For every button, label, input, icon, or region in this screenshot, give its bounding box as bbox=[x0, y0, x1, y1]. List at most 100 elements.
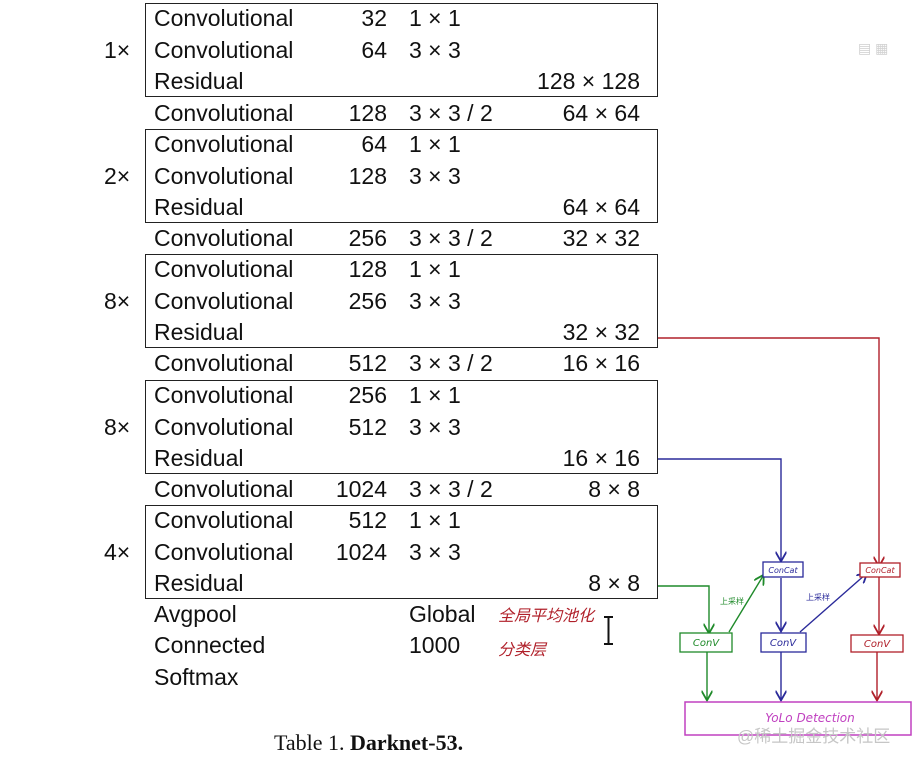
layer-type: Connected bbox=[154, 632, 266, 658]
caption-prefix: Table 1. bbox=[274, 730, 345, 755]
layer-size: 3 × 3 bbox=[409, 163, 461, 189]
layer-type: Residual bbox=[154, 319, 244, 345]
layer-type: Avgpool bbox=[154, 601, 237, 627]
concat-box-blue bbox=[762, 561, 804, 578]
faint-corner-mark: ▤ ▦ bbox=[858, 40, 889, 56]
layer-type: Convolutional bbox=[154, 100, 294, 126]
green-route-line bbox=[658, 585, 709, 632]
upsample-label: 上采样 bbox=[720, 596, 744, 606]
residual-block-5 bbox=[145, 505, 658, 599]
layer-type: Convolutional bbox=[154, 350, 294, 376]
block-multiplier: 8× bbox=[104, 414, 131, 440]
layer-filters: 512 bbox=[348, 507, 387, 533]
table-row: Connected 1000 bbox=[0, 630, 660, 661]
table-row: Convolutional 256 1 × 1 bbox=[0, 380, 660, 411]
concat-label: ConCat bbox=[768, 566, 798, 575]
layer-size: 1 × 1 bbox=[409, 382, 461, 408]
layer-type: Convolutional bbox=[154, 225, 294, 251]
layer-type: Convolutional bbox=[154, 414, 294, 440]
layer-output: 64 × 64 bbox=[562, 194, 640, 220]
layer-size: 3 × 3 / 2 bbox=[409, 100, 493, 126]
layer-size: 3 × 3 / 2 bbox=[409, 476, 493, 502]
table-row: Convolutional 64 1 × 1 bbox=[0, 129, 660, 160]
layer-size: Global bbox=[409, 601, 476, 627]
layer-filters: 64 bbox=[361, 37, 387, 63]
table-row: Convolutional 512 3 × 3 bbox=[0, 412, 660, 443]
table-row: Residual 128 × 128 bbox=[0, 66, 660, 97]
table-row: Convolutional 1024 3 × 3 / 2 8 × 8 bbox=[0, 474, 660, 505]
table-row: Convolutional 512 3 × 3 / 2 16 × 16 bbox=[0, 348, 660, 379]
layer-output: 32 × 32 bbox=[562, 319, 640, 345]
layer-size: 1000 bbox=[409, 632, 461, 658]
layer-size: 3 × 3 / 2 bbox=[409, 225, 493, 251]
layer-size: 3 × 3 bbox=[409, 539, 461, 565]
layer-type: Residual bbox=[154, 68, 244, 94]
conv-label: ConV bbox=[864, 639, 891, 650]
layer-type: Residual bbox=[154, 570, 244, 596]
table-row: Convolutional 256 3 × 3 bbox=[0, 286, 660, 317]
layer-type: Residual bbox=[154, 445, 244, 471]
layer-output: 64 × 64 bbox=[562, 100, 640, 126]
table-row: Residual 32 × 32 bbox=[0, 317, 660, 348]
layer-filters: 64 bbox=[361, 131, 387, 157]
layer-type: Convolutional bbox=[154, 288, 294, 314]
green-upsample-arrow bbox=[728, 576, 763, 633]
watermark: @稀土掘金技术社区 bbox=[737, 727, 891, 746]
layer-type: Convolutional bbox=[154, 37, 294, 63]
residual-block-4 bbox=[145, 380, 658, 474]
table-row: Convolutional 32 1 × 1 bbox=[0, 3, 660, 34]
table-row: Convolutional 128 1 × 1 bbox=[0, 254, 660, 285]
layer-filters: 512 bbox=[348, 350, 387, 376]
layer-output: 16 × 16 bbox=[562, 445, 640, 471]
layer-output: 8 × 8 bbox=[588, 476, 640, 502]
layer-filters: 128 bbox=[348, 256, 387, 282]
layer-filters: 128 bbox=[348, 100, 387, 126]
blue-upsample-arrow bbox=[799, 574, 866, 633]
table-row: Convolutional 128 3 × 3 bbox=[0, 161, 660, 192]
layer-type: Convolutional bbox=[154, 163, 294, 189]
layer-size: 1 × 1 bbox=[409, 256, 461, 282]
residual-block-3 bbox=[145, 254, 658, 348]
layer-filters: 128 bbox=[348, 163, 387, 189]
conv-box-red bbox=[850, 634, 904, 653]
layer-type: Convolutional bbox=[154, 539, 294, 565]
layer-filters: 1024 bbox=[335, 476, 387, 502]
table-row: Residual 8 × 8 bbox=[0, 568, 660, 599]
layer-filters: 256 bbox=[348, 382, 387, 408]
table-row: Convolutional 128 3 × 3 / 2 64 × 64 bbox=[0, 98, 660, 129]
layer-type: Convolutional bbox=[154, 382, 294, 408]
table-row: Avgpool Global bbox=[0, 599, 660, 630]
connected-note: 分类层 bbox=[498, 640, 547, 659]
layer-type: Residual bbox=[154, 194, 244, 220]
table-row: Softmax bbox=[0, 662, 660, 693]
conv-box-green bbox=[679, 632, 733, 653]
layer-type: Convolutional bbox=[154, 131, 294, 157]
layer-output: 8 × 8 bbox=[588, 570, 640, 596]
concat-box-red bbox=[859, 562, 901, 578]
table-row: Convolutional 64 3 × 3 bbox=[0, 35, 660, 66]
layer-output: 32 × 32 bbox=[562, 225, 640, 251]
layer-filters: 256 bbox=[348, 288, 387, 314]
layer-size: 3 × 3 bbox=[409, 37, 461, 63]
layer-type: Convolutional bbox=[154, 5, 294, 31]
table-row: Residual 16 × 16 bbox=[0, 443, 660, 474]
upsample-label: 上采样 bbox=[806, 592, 830, 602]
conv-label: ConV bbox=[770, 638, 797, 649]
block-multiplier: 4× bbox=[104, 539, 131, 565]
layer-output: 16 × 16 bbox=[562, 350, 640, 376]
layer-filters: 1024 bbox=[335, 539, 387, 565]
layer-type: Convolutional bbox=[154, 507, 294, 533]
table-row: Convolutional 256 3 × 3 / 2 32 × 32 bbox=[0, 223, 660, 254]
avgpool-note: 全局平均池化 bbox=[498, 606, 595, 625]
blue-route-line bbox=[658, 458, 781, 560]
layer-size: 1 × 1 bbox=[409, 507, 461, 533]
table-row: Convolutional 512 1 × 1 bbox=[0, 505, 660, 536]
layer-filters: 512 bbox=[348, 414, 387, 440]
layer-size: 3 × 3 bbox=[409, 288, 461, 314]
block-multiplier: 2× bbox=[104, 163, 131, 189]
conv-box-blue bbox=[760, 632, 807, 653]
layer-output: 128 × 128 bbox=[537, 68, 640, 94]
block-multiplier: 1× bbox=[104, 37, 131, 63]
layer-size: 1 × 1 bbox=[409, 5, 461, 31]
layer-size: 3 × 3 bbox=[409, 414, 461, 440]
